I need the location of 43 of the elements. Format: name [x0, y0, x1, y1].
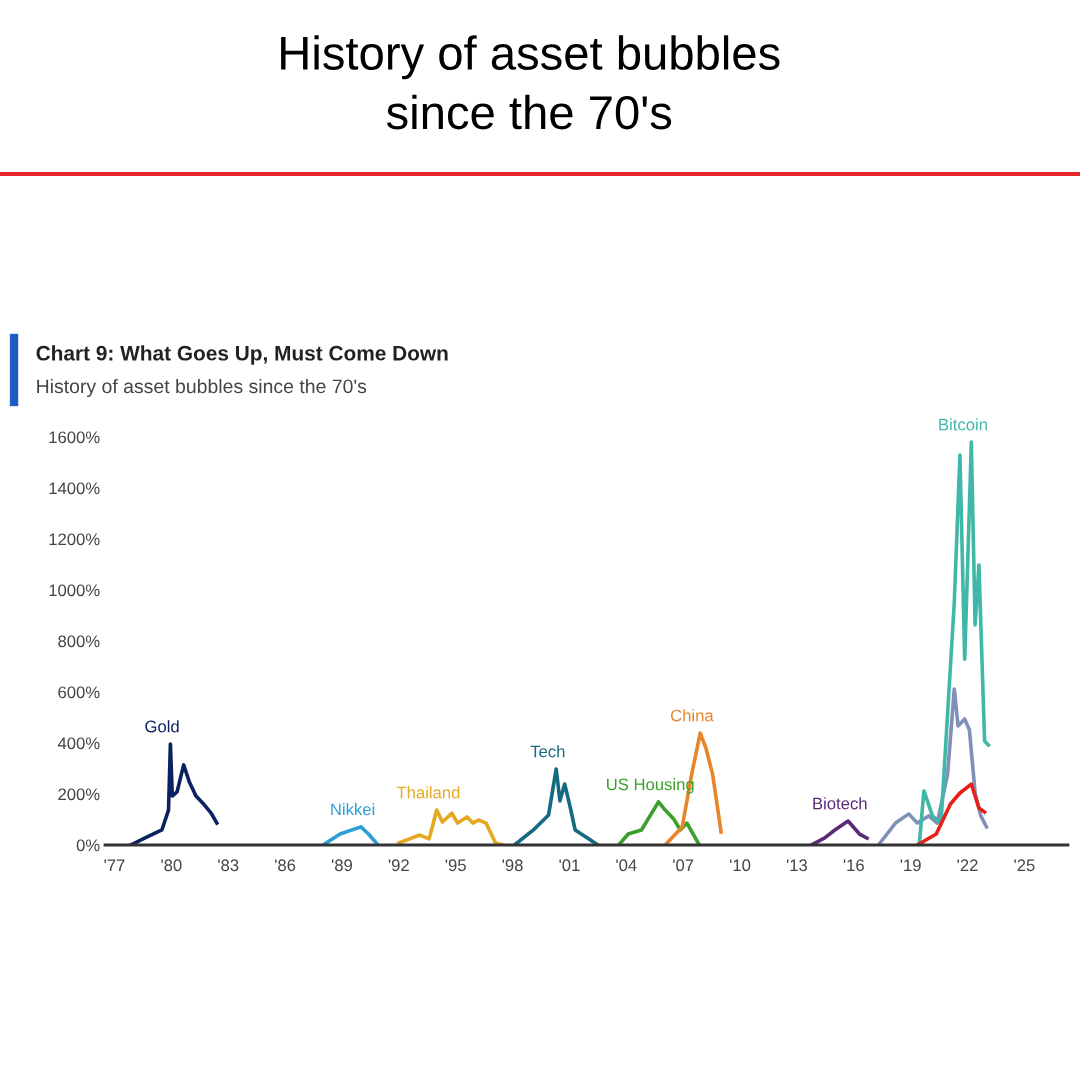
x-tick-label: '22	[957, 859, 978, 871]
series-label: Bitcoin	[939, 418, 987, 431]
line-series	[512, 767, 600, 845]
x-tick-label: '98	[502, 859, 523, 872]
x-tick-label: '04	[616, 859, 637, 872]
x-tick-label: '19	[900, 859, 921, 872]
series-label: Nikkei	[331, 803, 375, 816]
line-series	[915, 782, 987, 845]
series-label: Thailand	[396, 786, 460, 799]
x-tick-label: '10	[730, 859, 751, 872]
x-tick-label: '77	[104, 859, 125, 871]
x-tick-label: '13	[786, 859, 808, 872]
text: History of asset bubbles since the 70's	[37, 378, 367, 398]
x-tick-label: '89	[331, 859, 353, 872]
line-series	[809, 819, 869, 845]
chart-title: History of asset bubbles since the 70's	[281, 35, 780, 130]
x-tick-label: '16	[843, 859, 864, 872]
y-tick-label: 600%	[58, 686, 100, 699]
y-tick-label: 1600%	[49, 431, 100, 444]
line-series	[616, 800, 702, 845]
line-series	[917, 440, 991, 845]
line-series	[128, 742, 219, 845]
x-tick-label: '92	[388, 859, 409, 872]
x-tick-label: '86	[275, 859, 296, 872]
y-tick-label: 200%	[58, 788, 100, 801]
y-tick-label: 0%	[76, 839, 100, 852]
y-tick-label: 800%	[58, 635, 100, 648]
y-tick-label: 1200%	[49, 533, 100, 546]
series-label: Biotech	[813, 797, 867, 810]
line-series	[397, 808, 505, 845]
x-tick-label: '80	[161, 859, 182, 872]
x-tick-label: '07	[673, 859, 694, 872]
x-tick-label: '95	[445, 859, 466, 872]
x-tick-label: '25	[1014, 859, 1035, 872]
chart-subtitle: Chart 9: What Goes Up, Must Come Down	[36, 345, 448, 365]
series-label: China	[670, 709, 714, 722]
y-tick-label: 1400%	[49, 482, 100, 495]
series-label: Gold	[145, 720, 179, 733]
series-label: Tech	[530, 745, 565, 758]
y-tick-label: 400%	[57, 737, 100, 750]
x-tick-label: '83	[218, 859, 239, 872]
y-tick-label: 1000%	[49, 584, 100, 597]
x-tick-label: '01	[559, 859, 580, 872]
